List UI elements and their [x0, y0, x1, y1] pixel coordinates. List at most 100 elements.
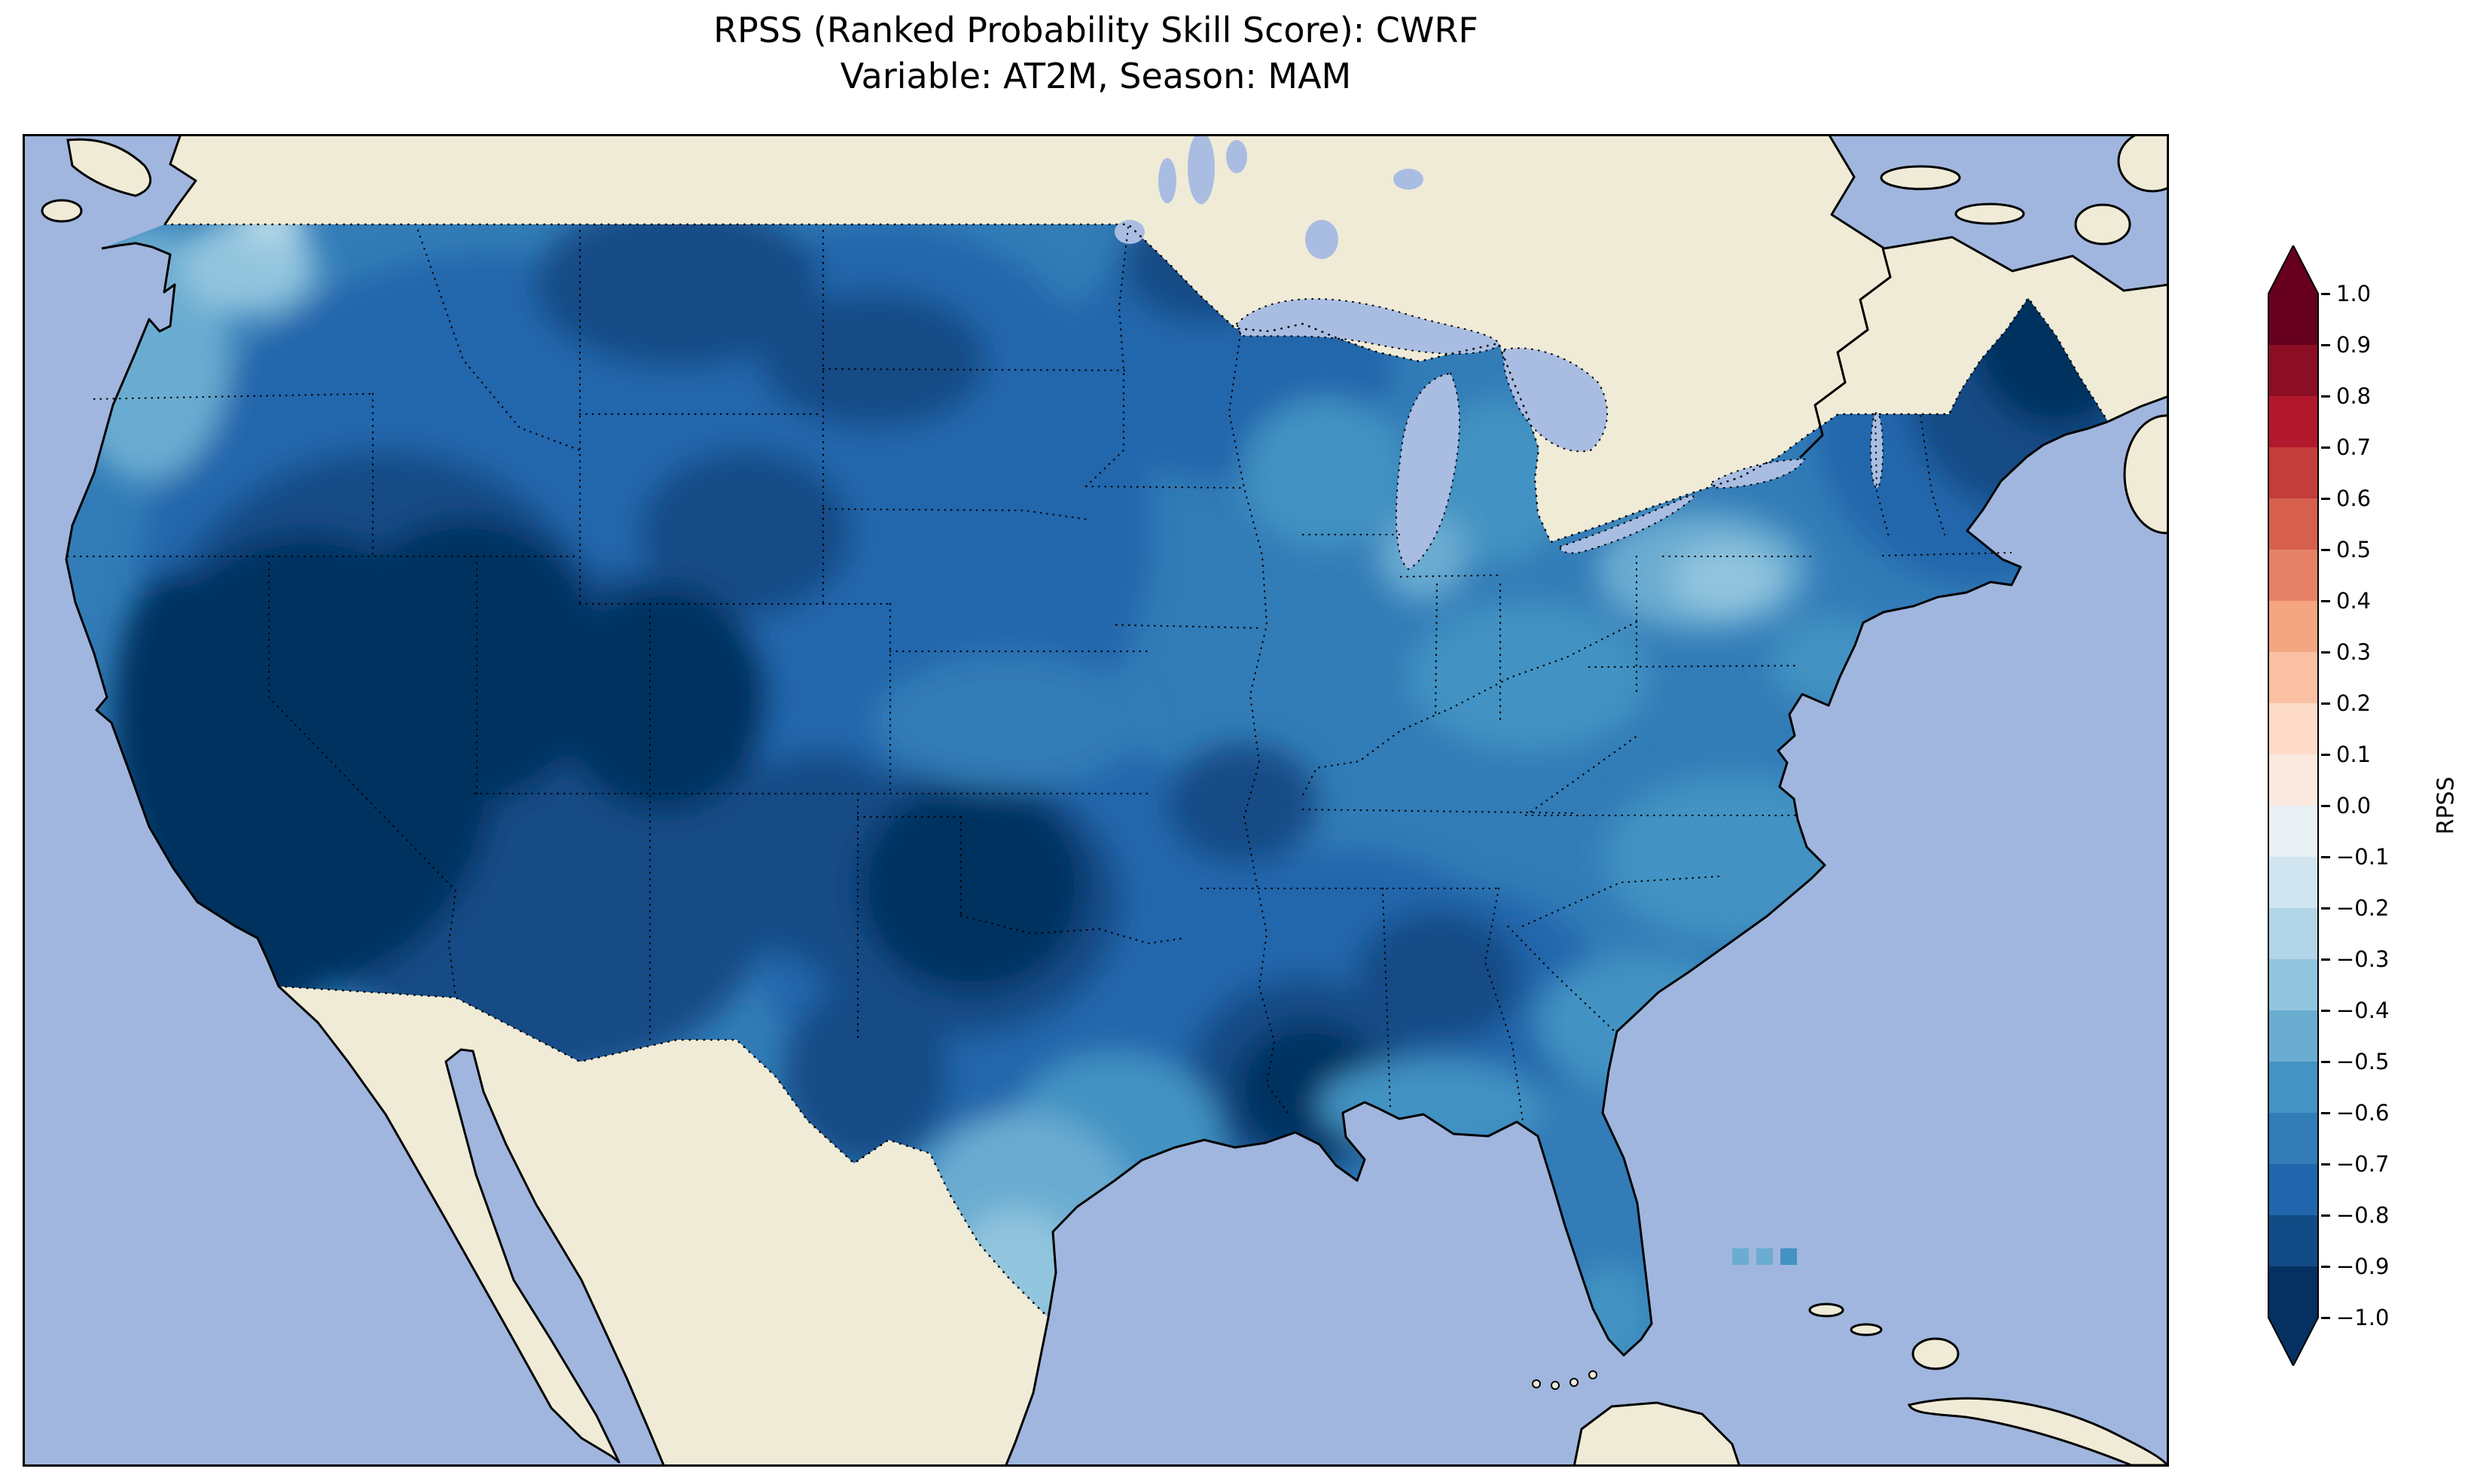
colorbar-tick: −1.0 — [2321, 1305, 2389, 1330]
colorbar-cell — [2268, 1010, 2318, 1062]
colorbar-tick: 0.5 — [2321, 537, 2371, 562]
colorbar-tick-label: −0.7 — [2336, 1151, 2390, 1177]
colorbar-tick-mark — [2321, 958, 2330, 961]
colorbar-ticks: 1.0 0.9 0.8 0.7 0.6 0.5 0.4 0.3 0.2 0.1 0.0 −0.1 −0.… — [2321, 281, 2449, 1330]
colorbar-cell — [2268, 345, 2318, 397]
colorbar-tick-mark — [2321, 855, 2330, 858]
colorbar-tick-label: 0.7 — [2336, 434, 2372, 460]
colorbar-cell — [2268, 703, 2318, 755]
colorbar-tick: 0.6 — [2321, 486, 2371, 511]
colorbar-tick-mark — [2321, 651, 2330, 654]
lake-champlain — [1870, 412, 1884, 489]
colorbar-tick: −0.4 — [2321, 998, 2389, 1023]
colorbar-tick: −0.5 — [2321, 1049, 2389, 1074]
florida-keys — [1532, 1370, 1597, 1390]
colorbar-tick-label: 0.1 — [2336, 742, 2372, 767]
colorbar-tick-label: 1.0 — [2336, 281, 2372, 306]
colorbar-tick: −0.3 — [2321, 946, 2389, 972]
canadian-lakes — [1115, 134, 1423, 259]
colorbar-tick-label: −0.6 — [2336, 1100, 2390, 1126]
colorbar-tick: −0.2 — [2321, 895, 2389, 921]
colorbar-tick-label: −0.4 — [2336, 998, 2390, 1023]
colorbar-tick-mark — [2321, 804, 2330, 807]
colorbar-tick-label: 0.4 — [2336, 588, 2372, 614]
caribbean-islands — [1573, 1303, 2169, 1467]
colorbar-tick-label: 0.2 — [2336, 690, 2372, 716]
st-lawrence-river — [1798, 248, 1892, 459]
colorbar-gradient — [2268, 245, 2319, 1366]
andros-island — [1911, 1337, 1960, 1370]
national-borders — [163, 223, 2109, 1319]
colorbar-axis-label: RPSS — [2433, 776, 2460, 835]
colorbar-tick-mark — [2321, 702, 2330, 705]
colorbar-tick-label: 0.3 — [2336, 639, 2372, 665]
colorbar-tick-label: −0.8 — [2336, 1202, 2390, 1228]
colorbar-cell — [2268, 959, 2318, 1011]
gulf-of-st-lawrence-islands — [1880, 134, 2169, 245]
colorbar-tick-mark — [2321, 1316, 2330, 1319]
colorbar-cell — [2268, 396, 2318, 448]
colorbar-cell — [2268, 1062, 2318, 1114]
colorbar-outline — [2268, 245, 2319, 1366]
map-frame — [23, 134, 2169, 1467]
colorbar-tick-label: 0.6 — [2336, 486, 2372, 511]
colorbar-tick-mark — [2321, 497, 2330, 500]
colorbar-tick-mark — [2321, 343, 2330, 346]
colorbar-tick: −0.6 — [2321, 1100, 2389, 1126]
colorbar-tick: 0.2 — [2321, 690, 2371, 716]
colorbar-cell — [2268, 1164, 2318, 1216]
colorbar-cell — [2268, 806, 2318, 858]
colorbar-cell — [2268, 754, 2318, 806]
colorbar-cell — [2268, 447, 2318, 499]
colorbar-extend-max — [2268, 245, 2318, 294]
colorbar-tick: −0.8 — [2321, 1202, 2389, 1228]
colorbar-tick-mark — [2321, 446, 2330, 449]
figure-subtitle: Variable: AT2M, Season: MAM — [840, 55, 1352, 96]
colorbar-tick-mark — [2321, 1265, 2330, 1268]
colorbar-cell — [2268, 498, 2318, 550]
colorbar-tick-mark — [2321, 1009, 2330, 1012]
colorbar-tick-mark — [2321, 753, 2330, 756]
mexico-landmass — [279, 986, 1048, 1467]
colorbar-tick-label: 0.0 — [2336, 793, 2372, 818]
colorbar-tick: 0.9 — [2321, 332, 2371, 358]
colorbar-tick-label: 0.5 — [2336, 537, 2372, 562]
lake-erie — [1559, 495, 1695, 554]
us-rpss-map — [23, 134, 2169, 1467]
colorbar-cell — [2268, 550, 2318, 602]
colorbar-tick: −0.7 — [2321, 1151, 2389, 1177]
nova-scotia — [2123, 414, 2169, 535]
great-lakes — [1235, 298, 1884, 571]
lake-superior — [1235, 298, 1502, 355]
lake-ontario — [1710, 458, 1806, 489]
colorbar-tick-label: −0.5 — [2336, 1049, 2390, 1074]
figure-title: RPSS (Ranked Probability Skill Score): C… — [713, 10, 1478, 50]
colorbar-tick-mark — [2321, 292, 2330, 295]
bahamas-grid-cells — [1732, 1248, 1797, 1265]
colorbar-tick-mark — [2321, 907, 2330, 910]
colorbar-tick-label: −0.9 — [2336, 1254, 2390, 1279]
colorbar-cell — [2268, 1215, 2318, 1267]
colorbar-tick: 1.0 — [2321, 281, 2371, 306]
colorbar-cell — [2268, 294, 2318, 346]
colorbar-cell — [2268, 1113, 2318, 1165]
colorbar-tick-mark — [2321, 599, 2330, 602]
colorbar-cell — [2268, 857, 2318, 909]
colorbar-tick-mark — [2321, 1060, 2330, 1063]
colorbar-tick: 0.8 — [2321, 383, 2371, 409]
pacific-northwest-islands — [41, 138, 152, 223]
colorbar-extend-min — [2268, 1318, 2318, 1366]
colorbar-tick-mark — [2321, 1111, 2330, 1114]
colorbar-tick: 0.7 — [2321, 434, 2371, 460]
coastlines — [65, 134, 2169, 1467]
colorbar-tick-mark — [2321, 1214, 2330, 1217]
colorbar-tick: −0.1 — [2321, 844, 2389, 870]
lake-michigan — [1396, 372, 1460, 571]
colorbar-tick-label: −0.1 — [2336, 844, 2390, 870]
colorbar-cell — [2268, 601, 2318, 653]
colorbar-tick-label: 0.8 — [2336, 383, 2372, 409]
colorbar-tick-label: −0.3 — [2336, 946, 2390, 972]
colorbar-tick-label: 0.9 — [2336, 332, 2372, 358]
colorbar-tick-mark — [2321, 1163, 2330, 1166]
